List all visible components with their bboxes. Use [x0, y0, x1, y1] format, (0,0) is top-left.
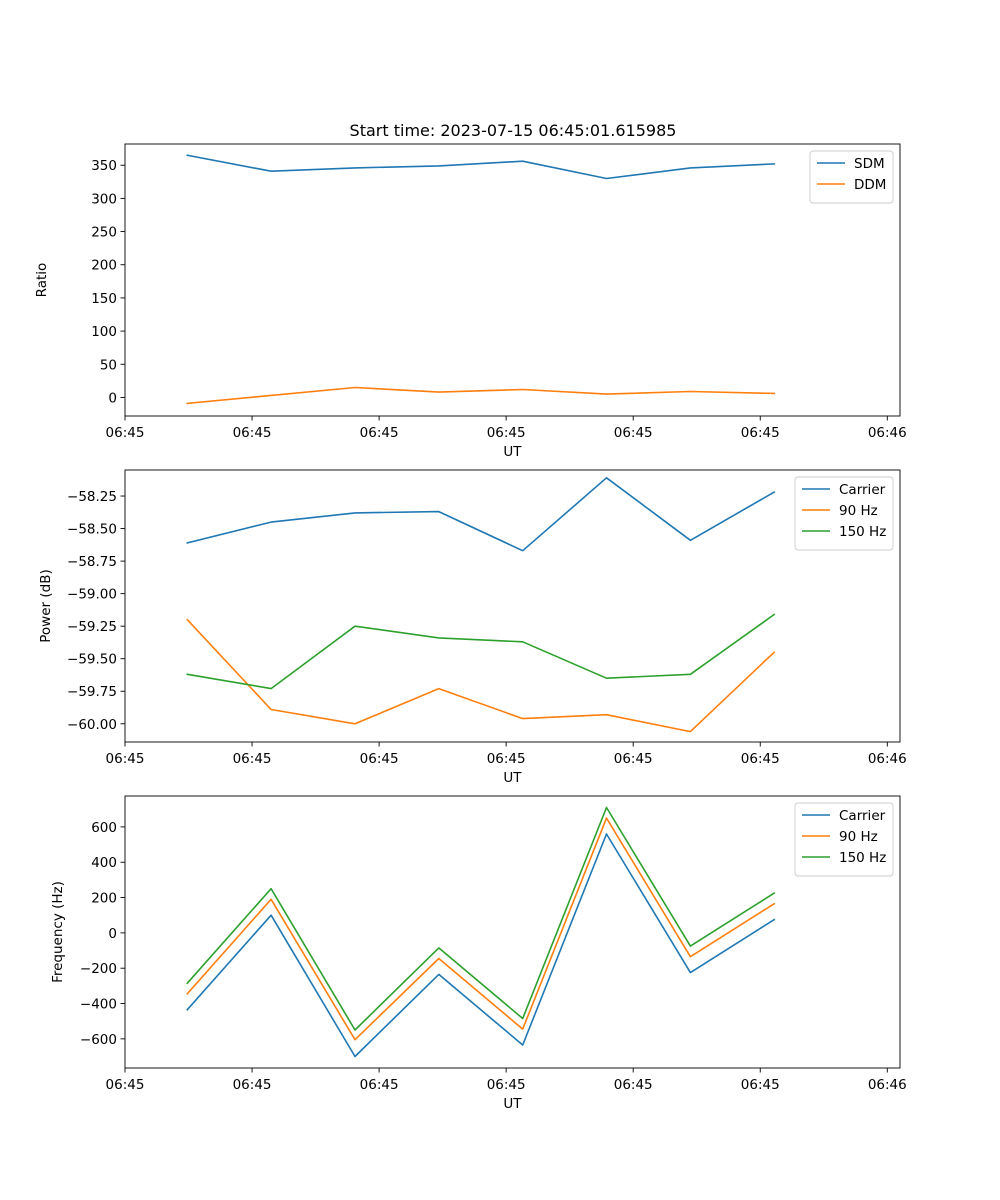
y-axis-label: Power (dB): [38, 569, 54, 642]
x-tick-label: 06:45: [360, 425, 399, 441]
series-line-150-hz: [186, 613, 776, 690]
series-line-90-hz: [186, 618, 776, 733]
y-tick-label: −59.75: [67, 684, 117, 700]
series-line-carrier: [186, 476, 776, 552]
y-tick-label: −400: [80, 997, 117, 1013]
y-tick-label: 250: [91, 225, 117, 241]
x-tick-label: 06:45: [106, 751, 145, 767]
y-tick-label: 100: [91, 324, 117, 340]
legend-label: Carrier: [839, 808, 886, 824]
chart-panel-1: 0 50 100 150 200 250 300 350 06:45 06:45 06:45 06:4…: [34, 143, 907, 460]
y-tick-label: 350: [91, 158, 117, 174]
x-tick-label: 06:45: [741, 425, 780, 441]
y-axis-label: Ratio: [34, 263, 50, 298]
y-tick-label: 150: [91, 291, 117, 307]
x-tick-label: 06:45: [360, 751, 399, 767]
y-tick-label: 200: [91, 258, 117, 274]
legend-label: 90 Hz: [839, 829, 878, 845]
chart-title: Start time: 2023-07-15 06:45:01.615985: [350, 121, 677, 140]
x-tick-label: 06:45: [360, 1077, 399, 1093]
series-line-sdm: [186, 154, 776, 180]
series-line-150-hz: [186, 806, 776, 1031]
series-line-90-hz: [186, 817, 776, 1041]
y-tick-label: 600: [91, 820, 117, 836]
x-tick-label: 06:45: [233, 1077, 272, 1093]
y-tick-label: 0: [108, 390, 117, 406]
x-tick-label: 06:46: [868, 425, 907, 441]
y-tick-label: −600: [80, 1032, 117, 1048]
y-tick-label: −58.25: [67, 489, 117, 505]
axes-frame: [124, 795, 901, 1069]
legend-label: DDM: [854, 177, 886, 193]
x-tick-label: 06:45: [614, 1077, 653, 1093]
y-axis-label: Frequency (Hz): [50, 881, 66, 983]
x-axis-label: UT: [503, 444, 522, 460]
x-tick-label: 06:45: [233, 751, 272, 767]
x-tick-label: 06:45: [106, 425, 145, 441]
y-tick-label: −59.50: [67, 652, 117, 668]
x-axis-label: UT: [503, 770, 522, 786]
axes-frame: [124, 469, 901, 743]
y-tick-label: 0: [108, 926, 117, 942]
y-tick-label: 400: [91, 855, 117, 871]
x-tick-label: 06:45: [614, 751, 653, 767]
y-tick-label: 300: [91, 191, 117, 207]
legend-label: Carrier: [839, 482, 886, 498]
y-tick-label: −200: [80, 961, 117, 977]
x-tick-label: 06:45: [614, 425, 653, 441]
x-axis-label: UT: [503, 1096, 522, 1112]
legend-label: 90 Hz: [839, 503, 878, 519]
x-tick-label: 06:45: [741, 1077, 780, 1093]
y-tick-label: −60.00: [67, 717, 117, 733]
chart-panel-3: −600 −400 −200 0 200 400 600 06:45 06:45 06:45 06:…: [50, 795, 907, 1112]
x-tick-label: 06:45: [487, 751, 526, 767]
axes-frame: [124, 143, 901, 417]
y-tick-label: −59.00: [67, 587, 117, 603]
legend-box: [809, 150, 894, 204]
x-tick-label: 06:45: [741, 751, 780, 767]
y-tick-label: 200: [91, 891, 117, 907]
y-tick-label: −58.75: [67, 554, 117, 570]
x-tick-label: 06:45: [487, 1077, 526, 1093]
legend-label: 150 Hz: [839, 524, 886, 540]
charts-container: 0 50 100 150 200 250 300 350 06:45 06:45 06:45 06:4…: [34, 143, 907, 1112]
x-tick-label: 06:45: [487, 425, 526, 441]
x-tick-label: 06:45: [106, 1077, 145, 1093]
chart-panel-2: −60.00 −59.75 −59.50 −59.25 −59.00 −58.75 −58.…: [38, 469, 907, 786]
y-tick-label: −58.50: [67, 522, 117, 538]
x-tick-label: 06:46: [868, 1077, 907, 1093]
y-tick-label: −59.25: [67, 619, 117, 635]
legend-label: 150 Hz: [839, 850, 886, 866]
series-line-carrier: [186, 833, 776, 1058]
x-tick-label: 06:45: [233, 425, 272, 441]
y-tick-label: 50: [100, 357, 117, 373]
legend-label: SDM: [854, 156, 885, 172]
series-line-ddm: [186, 386, 776, 405]
x-tick-label: 06:46: [868, 751, 907, 767]
